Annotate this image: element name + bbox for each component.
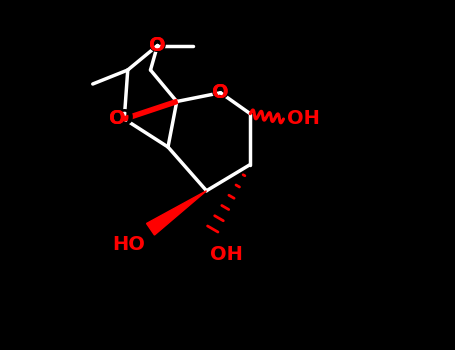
Text: O: O [212,83,229,102]
Text: OH: OH [210,245,243,264]
Text: O: O [212,83,229,102]
Text: O: O [211,83,230,103]
Polygon shape [147,191,207,235]
Text: O: O [109,110,126,128]
Text: O: O [115,109,134,129]
Text: OH: OH [287,110,320,128]
Text: O: O [148,35,167,56]
Text: O: O [149,36,166,55]
Text: HO: HO [112,234,145,253]
Text: O: O [109,110,126,128]
Text: O: O [149,36,166,55]
